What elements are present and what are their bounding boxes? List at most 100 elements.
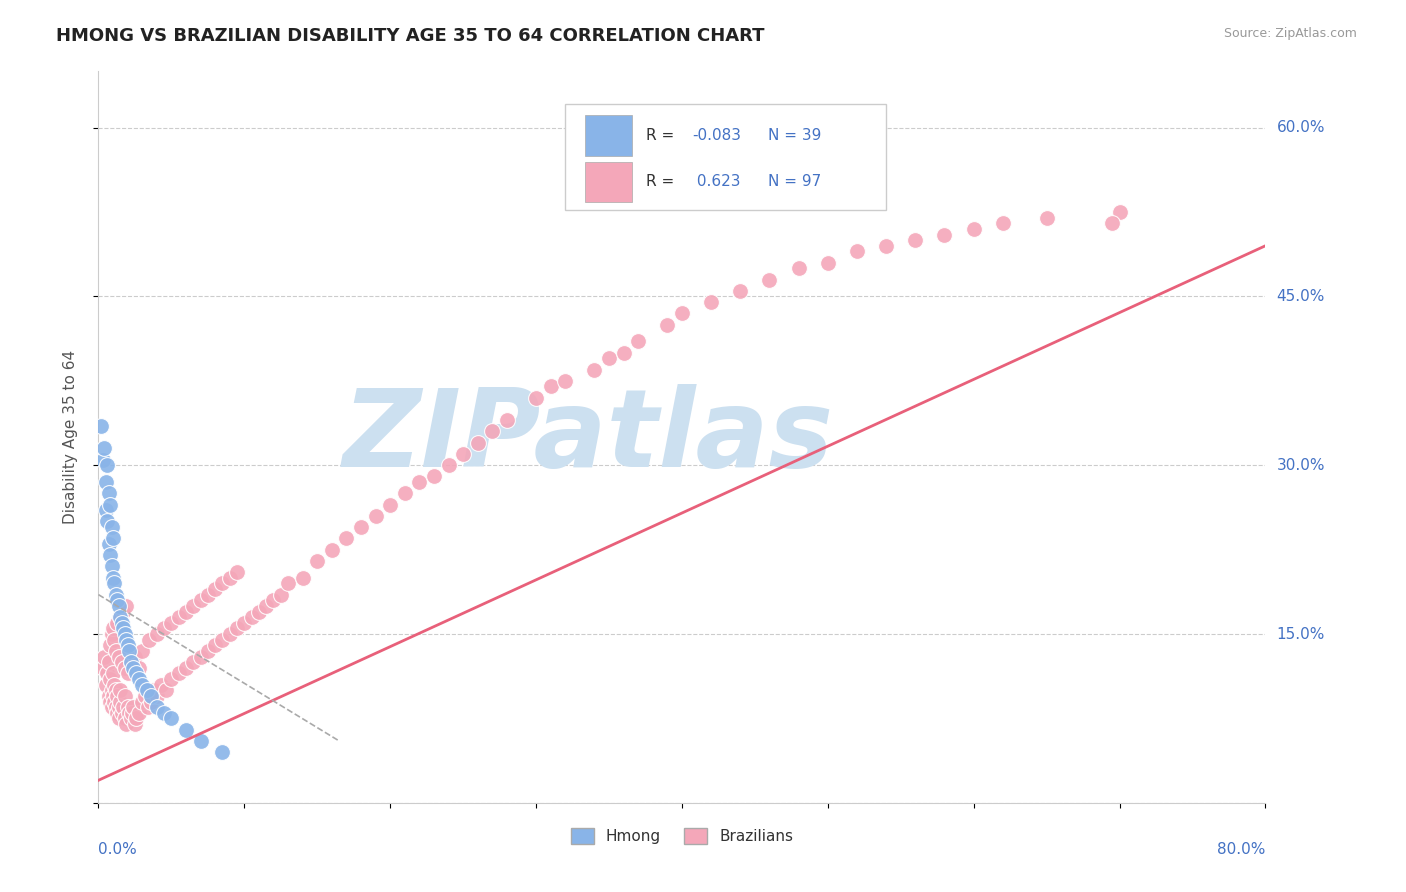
Point — [270, 588, 292, 602]
Point — [962, 222, 984, 236]
Point — [110, 610, 132, 624]
Point — [481, 425, 503, 439]
Point — [94, 678, 117, 692]
Point — [350, 520, 373, 534]
Point — [96, 458, 118, 473]
Point — [467, 435, 489, 450]
Point — [98, 672, 121, 686]
Text: 45.0%: 45.0% — [1277, 289, 1324, 304]
Point — [94, 503, 117, 517]
Point — [204, 582, 226, 596]
Point — [190, 649, 212, 664]
Point — [117, 638, 139, 652]
Point — [787, 261, 810, 276]
Point — [167, 610, 190, 624]
Point — [627, 334, 650, 349]
Point — [101, 621, 124, 635]
Point — [91, 452, 114, 467]
Point — [125, 711, 148, 725]
Point — [218, 627, 240, 641]
Point — [124, 717, 146, 731]
Point — [97, 655, 120, 669]
Text: 80.0%: 80.0% — [1218, 842, 1265, 856]
Point — [233, 615, 256, 630]
Point — [583, 362, 606, 376]
Point — [96, 515, 118, 529]
Point — [135, 683, 157, 698]
Bar — [585, 161, 631, 202]
Point — [190, 593, 212, 607]
Point — [105, 689, 128, 703]
Point — [97, 689, 120, 703]
Point — [98, 548, 121, 562]
Point — [125, 666, 148, 681]
Point — [90, 418, 112, 433]
Point — [174, 723, 197, 737]
Point — [103, 694, 125, 708]
Point — [211, 576, 233, 591]
Point — [153, 621, 176, 635]
Point — [758, 272, 780, 286]
Point — [150, 678, 173, 692]
Point — [115, 717, 138, 731]
Point — [97, 537, 120, 551]
FancyBboxPatch shape — [565, 104, 886, 211]
Point — [100, 627, 122, 641]
Legend: Hmong, Brazilians: Hmong, Brazilians — [565, 822, 799, 850]
Point — [128, 672, 150, 686]
Point — [98, 638, 121, 652]
Point — [142, 683, 165, 698]
Point — [112, 605, 135, 619]
Point — [146, 627, 169, 641]
Point — [122, 661, 145, 675]
Point — [136, 700, 159, 714]
Point — [128, 661, 150, 675]
Point — [190, 734, 212, 748]
Text: 60.0%: 60.0% — [1277, 120, 1324, 135]
Point — [197, 588, 219, 602]
Point — [197, 644, 219, 658]
Point — [657, 318, 679, 332]
Point — [991, 216, 1014, 230]
Text: 15.0%: 15.0% — [1277, 626, 1324, 641]
Point — [437, 458, 460, 473]
Point — [262, 593, 284, 607]
Point — [114, 661, 136, 675]
Text: 30.0%: 30.0% — [1277, 458, 1324, 473]
Point — [93, 649, 115, 664]
Point — [105, 706, 128, 720]
Point — [131, 644, 153, 658]
Point — [146, 689, 169, 703]
Text: -0.083: -0.083 — [692, 128, 741, 143]
Text: 0.0%: 0.0% — [98, 842, 138, 856]
Point — [131, 678, 153, 692]
Text: N = 97: N = 97 — [768, 175, 821, 189]
Point — [160, 711, 183, 725]
Point — [131, 694, 153, 708]
Point — [226, 621, 249, 635]
Point — [100, 559, 122, 574]
Point — [846, 244, 869, 259]
Point — [108, 700, 131, 714]
Point — [103, 678, 125, 692]
Point — [451, 447, 474, 461]
Point — [174, 661, 197, 675]
Bar — [585, 115, 631, 156]
Point — [104, 588, 127, 602]
Text: 0.623: 0.623 — [692, 175, 741, 189]
Point — [364, 508, 387, 523]
Point — [174, 605, 197, 619]
Point — [394, 486, 416, 500]
Point — [100, 683, 122, 698]
Point — [155, 683, 177, 698]
Point — [307, 554, 329, 568]
Point — [167, 666, 190, 681]
Point — [114, 627, 136, 641]
Text: R =: R = — [645, 175, 673, 189]
Point — [335, 532, 357, 546]
Point — [1101, 216, 1123, 230]
Point — [380, 498, 402, 512]
Point — [408, 475, 430, 489]
Point — [277, 576, 299, 591]
Point — [117, 666, 139, 681]
